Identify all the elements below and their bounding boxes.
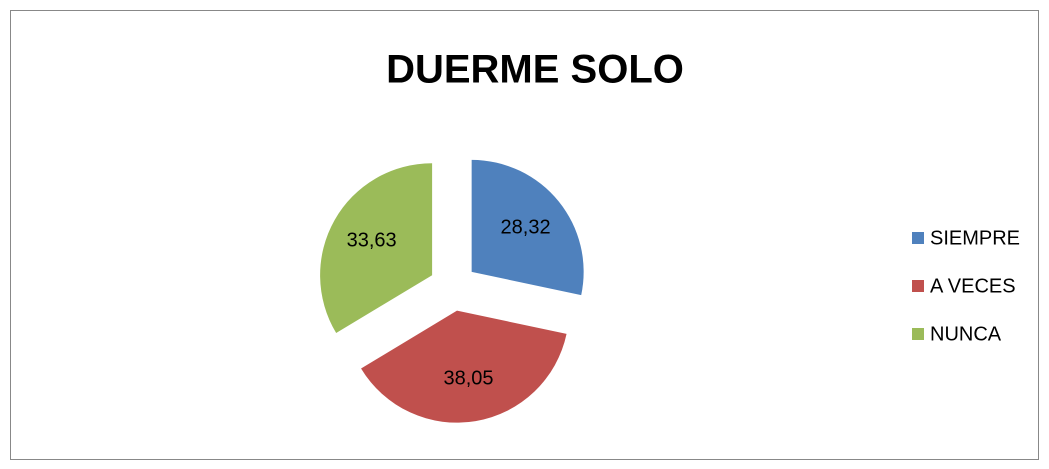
data-label: 38,05 — [443, 367, 493, 389]
chart-title: DUERME SOLO — [386, 48, 684, 92]
legend-swatch — [912, 232, 924, 244]
data-label: 28,32 — [501, 216, 551, 238]
legend-swatch — [912, 328, 924, 340]
legend-label: SIEMPRE — [930, 227, 1020, 249]
legend-swatch — [912, 280, 924, 292]
pie-slice — [320, 163, 433, 333]
data-label: 33,63 — [347, 229, 397, 251]
pie-slice — [471, 159, 584, 296]
legend-label: NUNCA — [930, 323, 1002, 345]
legend-label: A VECES — [930, 275, 1016, 297]
pie-slice — [361, 310, 567, 423]
